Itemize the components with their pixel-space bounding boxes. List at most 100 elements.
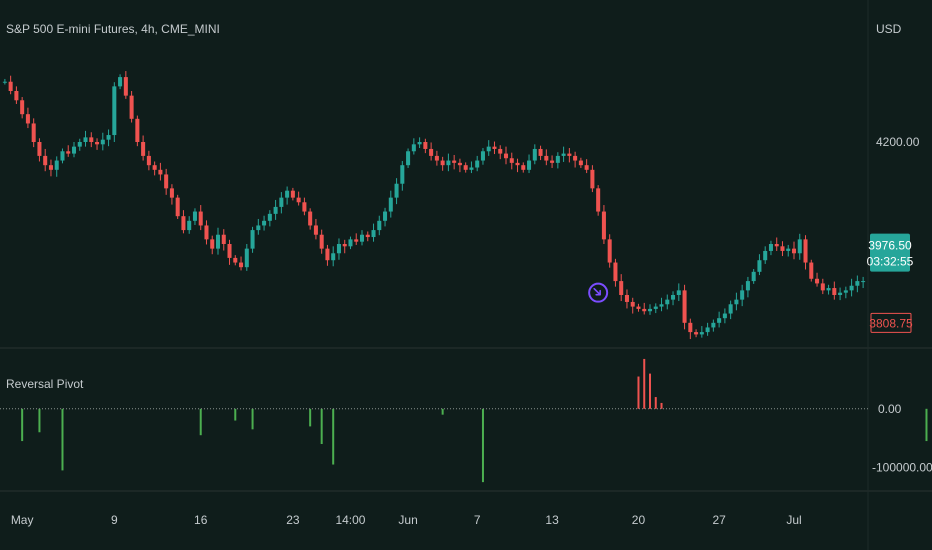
candle (515, 158, 520, 173)
pivot-marker[interactable] (588, 282, 609, 303)
candle-body (624, 295, 629, 302)
candle (169, 184, 174, 205)
candle (849, 278, 854, 297)
price-axis[interactable]: 4200.00 (876, 135, 920, 149)
candle (561, 146, 566, 162)
candle-body (745, 281, 750, 291)
candle (66, 145, 71, 157)
candle-body (267, 213, 272, 221)
candle (348, 236, 353, 250)
candle (636, 303, 641, 312)
candle-body (705, 327, 710, 333)
candle-body (31, 123, 36, 142)
candle-body (711, 322, 716, 328)
candle-body (688, 322, 693, 333)
indicator-title[interactable]: Reversal Pivot (6, 377, 84, 391)
candle-body (555, 155, 560, 163)
candle (653, 303, 658, 314)
candle-body (457, 162, 462, 166)
candle (411, 138, 416, 155)
time-axis[interactable]: May 9 16 23 14:00 Jun 7 13 20 27 Jul (11, 513, 802, 527)
candle-body (774, 244, 779, 247)
candle (158, 162, 163, 181)
candle (838, 287, 843, 301)
candle (527, 154, 532, 174)
candle (705, 322, 710, 336)
candle-body (394, 183, 399, 198)
candle-body (527, 160, 532, 170)
candle (135, 115, 140, 147)
candle (233, 255, 238, 266)
candle-body (302, 202, 307, 212)
candle (250, 226, 255, 253)
histogram-bar (925, 408, 928, 442)
candle-body (227, 244, 232, 258)
histogram-bar (61, 408, 64, 471)
candle (279, 192, 284, 214)
candle-body (463, 165, 468, 170)
candle-body (348, 239, 353, 247)
candle-body (89, 137, 94, 142)
candle-body (48, 165, 53, 170)
candle (20, 97, 25, 119)
candle-body (66, 151, 71, 154)
indicator-tick-label: -100000.00 (872, 460, 932, 474)
candle-body (780, 246, 785, 251)
candle-body (25, 114, 30, 124)
histogram-bar (654, 397, 657, 409)
candle (187, 216, 192, 234)
candle (319, 229, 324, 254)
candle-body (480, 151, 485, 161)
candle-body (803, 239, 808, 263)
candle (359, 230, 365, 246)
candle-body (417, 142, 422, 145)
candle-body (141, 142, 146, 156)
candle (198, 205, 203, 231)
candle-body (751, 271, 756, 282)
candle-body (498, 148, 503, 154)
candle (480, 148, 485, 165)
candle-body (452, 160, 457, 163)
histogram-layer[interactable] (21, 356, 932, 483)
histogram-bar (332, 408, 335, 465)
indicator-tick-label: 0.00 (878, 402, 902, 416)
candle (855, 275, 860, 293)
time-tick-label: 14:00 (335, 513, 365, 527)
candles-layer[interactable] (2, 71, 866, 340)
time-tick-label: 9 (111, 513, 118, 527)
candle (757, 254, 762, 276)
time-tick-label: 16 (194, 513, 208, 527)
candle (256, 218, 261, 235)
candle (204, 220, 209, 245)
candle (550, 155, 555, 168)
candle (815, 272, 820, 287)
candle (711, 319, 716, 332)
candle (112, 82, 117, 142)
candle-body (336, 244, 341, 254)
candle (8, 75, 13, 95)
time-tick-label: Jun (398, 513, 417, 527)
candle-body (198, 211, 203, 226)
symbol-title[interactable]: S&P 500 E-mini Futures, 4h, CME_MINI (6, 22, 220, 36)
last-price-badge-bg (870, 233, 910, 272)
histogram-bar (251, 408, 254, 430)
candle (694, 329, 699, 338)
candle (43, 148, 48, 172)
candle (613, 258, 618, 287)
candle (95, 138, 100, 150)
candle (469, 161, 474, 174)
candle-body (699, 332, 704, 335)
candle-body (573, 155, 578, 161)
second-price-badge: 3808.75 (869, 312, 913, 333)
candle (152, 161, 157, 176)
histogram-bar (309, 408, 312, 427)
pivot-arrow-icon (593, 287, 601, 296)
candle (371, 223, 376, 242)
candle (567, 148, 572, 163)
candle-body (164, 174, 169, 189)
indicator-axis[interactable]: 0.00 -100000.00 (872, 402, 932, 475)
candle (826, 284, 831, 295)
candle-body (285, 190, 290, 198)
candle-body (406, 151, 411, 166)
